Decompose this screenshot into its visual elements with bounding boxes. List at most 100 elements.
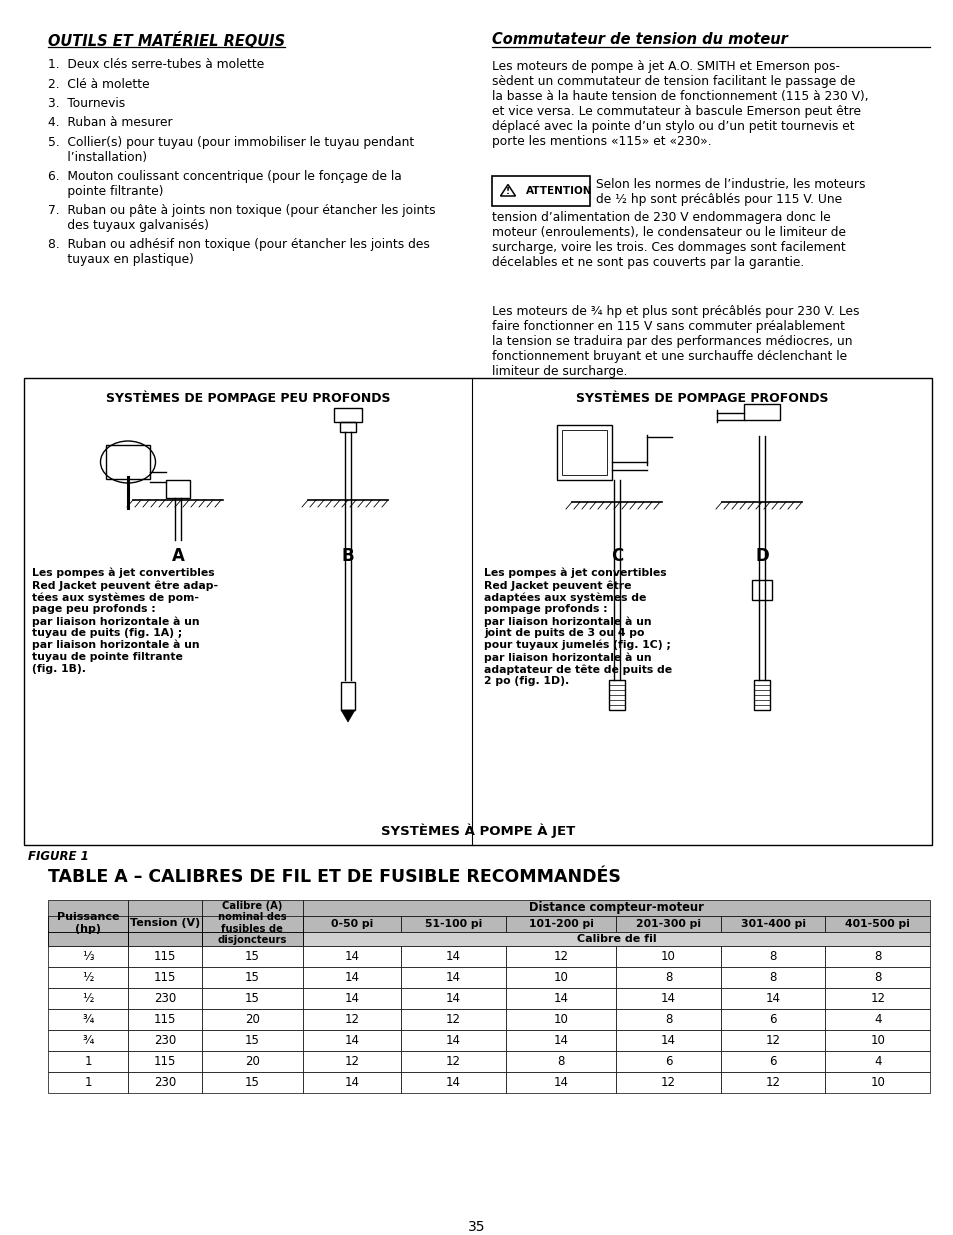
Bar — [302, 1051, 400, 1072]
Bar — [48, 932, 128, 946]
Text: 14: 14 — [344, 1076, 359, 1089]
Text: Puissance
(hp): Puissance (hp) — [56, 913, 119, 934]
Bar — [720, 967, 824, 988]
Bar — [302, 916, 400, 932]
Bar — [616, 1030, 720, 1051]
Text: 12: 12 — [344, 1055, 359, 1068]
Bar — [400, 1030, 505, 1051]
Bar — [201, 1072, 302, 1093]
Text: 12: 12 — [344, 1013, 359, 1026]
Text: Les moteurs de pompe à jet A.O. SMITH et Emerson pos-
sèdent un commutateur de t: Les moteurs de pompe à jet A.O. SMITH et… — [492, 61, 868, 148]
Bar — [743, 404, 780, 420]
Text: Tension (V): Tension (V) — [130, 918, 200, 927]
Text: 401-500 pi: 401-500 pi — [844, 919, 909, 929]
Bar — [720, 1009, 824, 1030]
Text: 15: 15 — [245, 950, 259, 963]
Bar — [48, 900, 128, 946]
Bar — [400, 1051, 505, 1072]
Bar — [128, 946, 201, 967]
Bar — [616, 1051, 720, 1072]
Text: 12: 12 — [765, 1034, 780, 1047]
Text: Calibre de fil: Calibre de fil — [576, 934, 656, 944]
Text: ½: ½ — [82, 971, 93, 984]
Text: 14: 14 — [344, 1034, 359, 1047]
Bar — [128, 1051, 201, 1072]
Text: 8: 8 — [873, 971, 881, 984]
Bar — [505, 1072, 616, 1093]
Text: 20: 20 — [245, 1055, 259, 1068]
Bar — [751, 580, 771, 600]
Text: 115: 115 — [153, 971, 176, 984]
Text: 15: 15 — [245, 971, 259, 984]
Bar — [720, 1030, 824, 1051]
Text: ½: ½ — [82, 992, 93, 1005]
Bar — [48, 1072, 128, 1093]
Text: 8: 8 — [873, 950, 881, 963]
Bar — [201, 1030, 302, 1051]
Bar — [505, 988, 616, 1009]
Text: 14: 14 — [344, 971, 359, 984]
Bar — [302, 1009, 400, 1030]
Text: SYSTÈMES DE POMPAGE PEU PROFONDS: SYSTÈMES DE POMPAGE PEU PROFONDS — [106, 391, 390, 405]
Text: 4.  Ruban à mesurer: 4. Ruban à mesurer — [48, 116, 172, 130]
Bar — [201, 932, 302, 946]
Text: 12: 12 — [445, 1013, 460, 1026]
Text: 2.  Clé à molette: 2. Clé à molette — [48, 78, 150, 90]
Text: 8: 8 — [769, 950, 776, 963]
Text: 201-300 pi: 201-300 pi — [636, 919, 700, 929]
Bar — [505, 1009, 616, 1030]
Text: SYSTÈMES À POMPE À JET: SYSTÈMES À POMPE À JET — [380, 823, 575, 837]
Text: 12: 12 — [869, 992, 884, 1005]
Text: Distance compteur-moteur: Distance compteur-moteur — [528, 902, 703, 914]
Bar — [302, 932, 929, 946]
Bar — [824, 946, 929, 967]
Text: 35: 35 — [468, 1220, 485, 1234]
Text: 6.  Mouton coulissant concentrique (pour le fonçage de la
     pointe filtrante): 6. Mouton coulissant concentrique (pour … — [48, 170, 401, 198]
Text: 15: 15 — [245, 1034, 259, 1047]
Bar — [128, 1072, 201, 1093]
Bar — [400, 1009, 505, 1030]
Text: 20: 20 — [245, 1013, 259, 1026]
Bar — [824, 988, 929, 1009]
Bar — [400, 946, 505, 967]
Bar — [128, 916, 201, 932]
Text: 8: 8 — [664, 1013, 672, 1026]
Text: ¾: ¾ — [82, 1034, 93, 1047]
Text: C: C — [610, 547, 622, 564]
Bar — [616, 967, 720, 988]
Bar — [557, 425, 612, 480]
Bar — [334, 408, 361, 422]
Bar — [753, 680, 769, 710]
Bar — [505, 946, 616, 967]
Text: 10: 10 — [553, 971, 568, 984]
Text: 6: 6 — [664, 1055, 672, 1068]
Bar — [492, 177, 589, 206]
Text: ¾: ¾ — [82, 1013, 93, 1026]
Text: 12: 12 — [765, 1076, 780, 1089]
Text: 14: 14 — [445, 971, 460, 984]
Text: Calibre (A)
nominal des
fusibles de
disjoncteurs: Calibre (A) nominal des fusibles de disj… — [217, 900, 287, 946]
Bar — [128, 932, 201, 946]
Text: OUTILS ET MATÉRIEL REQUIS: OUTILS ET MATÉRIEL REQUIS — [48, 32, 285, 49]
Text: 14: 14 — [553, 1034, 568, 1047]
Text: 230: 230 — [153, 992, 175, 1005]
Bar — [616, 916, 720, 932]
Text: 115: 115 — [153, 1055, 176, 1068]
Bar — [201, 1009, 302, 1030]
Bar — [201, 967, 302, 988]
Bar — [48, 946, 128, 967]
Bar — [824, 1009, 929, 1030]
Bar — [505, 916, 616, 932]
Bar — [400, 988, 505, 1009]
Text: 14: 14 — [344, 992, 359, 1005]
Text: 51-100 pi: 51-100 pi — [424, 919, 481, 929]
Bar — [201, 900, 302, 946]
Text: !: ! — [505, 188, 510, 196]
Text: 12: 12 — [553, 950, 568, 963]
Text: 14: 14 — [660, 1034, 676, 1047]
Text: 115: 115 — [153, 1013, 176, 1026]
Text: Les moteurs de ¾ hp et plus sont précâblés pour 230 V. Les
faire fonctionner en : Les moteurs de ¾ hp et plus sont précâbl… — [492, 305, 859, 378]
Text: 14: 14 — [445, 1076, 460, 1089]
Text: 301-400 pi: 301-400 pi — [740, 919, 805, 929]
Bar — [824, 1072, 929, 1093]
